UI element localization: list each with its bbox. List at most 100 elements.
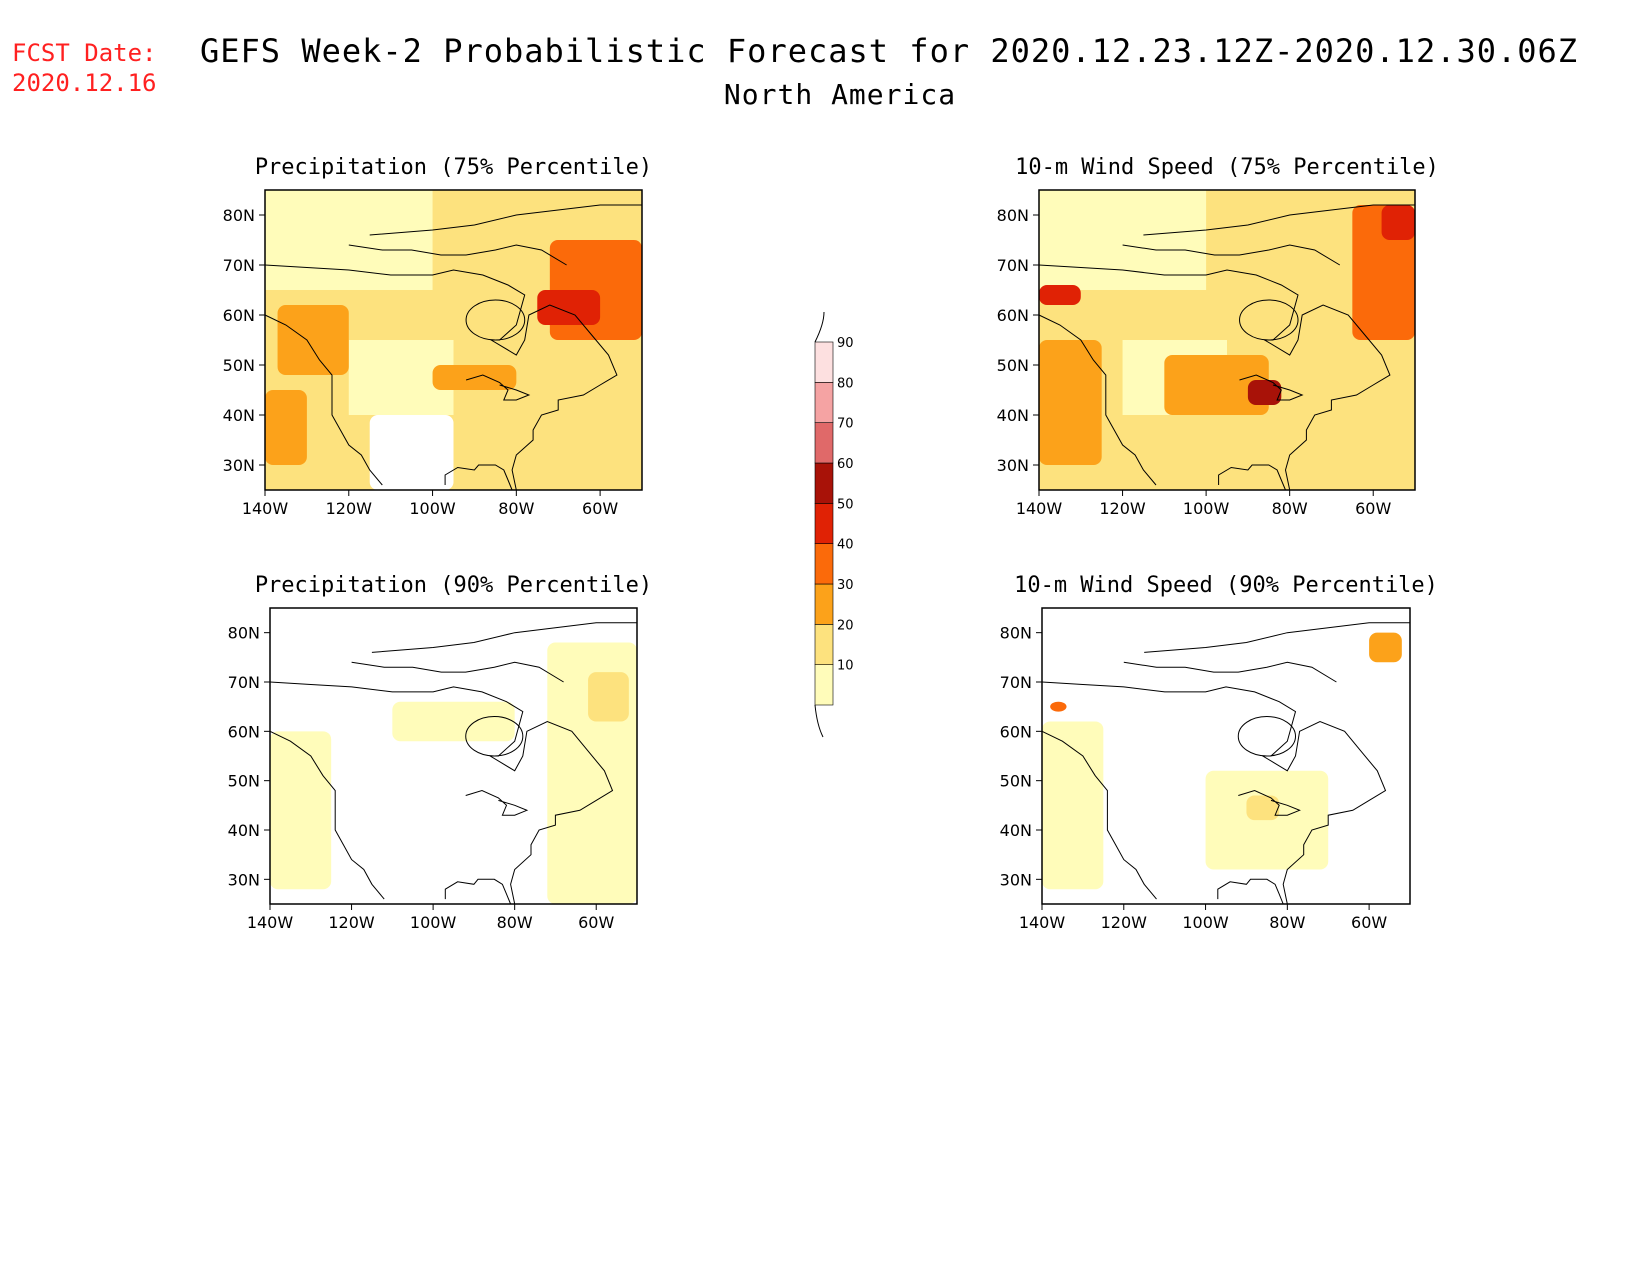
probability-region (265, 390, 307, 465)
map-panel: 80N 70N 60N 50N 40N 30N 140W 120W 100W 80W 60W 10-m… (997, 155, 1439, 518)
panel-title: Precipitation (75% Percentile) (255, 155, 652, 180)
colorbar-swatch (814, 664, 834, 706)
lon-tick-label: 140W (1019, 913, 1066, 932)
coastline (369, 204, 642, 236)
coastline (1041, 681, 1387, 905)
fcst-date-value: 2020.12.16 (12, 69, 157, 97)
coastline (1143, 204, 1415, 236)
coastline (1122, 244, 1341, 266)
lat-tick-label: 50N (997, 356, 1029, 375)
lon-tick-label: 100W (1182, 913, 1229, 932)
lat-tick-label: 40N (1000, 821, 1032, 840)
lon-tick-label: 100W (410, 913, 457, 932)
probability-region (1246, 795, 1280, 821)
colorbar-swatch (814, 462, 834, 504)
colorbar-swatch (814, 583, 834, 625)
forecast-date-label: FCST Date: 2020.12.16 (12, 38, 157, 98)
probability-region (1381, 205, 1415, 240)
panel-title: 10-m Wind Speed (90% Percentile) (1014, 573, 1438, 598)
probability-region (1164, 355, 1269, 415)
lat-tick-label: 70N (997, 256, 1029, 275)
colorbar-label: 90 (837, 336, 854, 351)
lat-tick-label: 70N (223, 256, 255, 275)
probability-region (588, 672, 629, 722)
colorbar-swatch (814, 503, 834, 544)
lat-tick-label: 30N (997, 456, 1029, 475)
panel-title: 10-m Wind Speed (75% Percentile) (1015, 155, 1439, 180)
lat-tick-label: 80N (223, 206, 255, 225)
colorbar-label: 20 (837, 618, 854, 633)
lon-tick-label: 140W (242, 499, 289, 518)
probability-region (1369, 632, 1402, 663)
probability-region (1042, 721, 1104, 890)
coastline (269, 730, 385, 900)
coastline (1217, 878, 1284, 905)
page-title: GEFS Week-2 Probabilistic Forecast for 2… (200, 32, 1579, 70)
lon-tick-label: 140W (1016, 499, 1063, 518)
lat-tick-label: 30N (223, 456, 255, 475)
lon-tick-label: 80W (498, 499, 534, 518)
lon-tick-label: 120W (328, 913, 375, 932)
colorbar-swatch (814, 422, 834, 464)
colorbar-swatch (814, 341, 834, 383)
colorbar-label: 80 (837, 376, 854, 391)
coastline (465, 374, 531, 401)
lat-tick-label: 30N (1000, 870, 1032, 889)
coastline (1041, 730, 1157, 900)
lon-tick-label: 120W (1099, 499, 1146, 518)
lon-tick-label: 80W (1269, 913, 1305, 932)
colorbar-swatch (814, 382, 834, 423)
lon-tick-label: 80W (1272, 499, 1308, 518)
coastline (1123, 661, 1337, 683)
region-subtitle: North America (723, 78, 957, 111)
probability-region (1247, 380, 1282, 405)
lat-tick-label: 60N (997, 306, 1029, 325)
probability-region (270, 731, 332, 890)
fcst-date-caption: FCST Date: (12, 39, 157, 67)
panel-title: Precipitation (90% Percentile) (255, 573, 652, 598)
coastline (1218, 464, 1286, 491)
lat-tick-label: 40N (997, 406, 1029, 425)
lat-tick-label: 40N (223, 406, 255, 425)
probability-region (369, 415, 454, 490)
coastline (371, 622, 637, 653)
coastline (1038, 314, 1157, 486)
probability-region (277, 305, 349, 375)
hudson-bay-outline (1239, 299, 1299, 341)
coastline (444, 464, 513, 491)
colorbar-label: 50 (837, 497, 854, 512)
map-frame (1041, 607, 1411, 905)
lat-tick-label: 80N (228, 624, 260, 643)
lat-tick-label: 80N (997, 206, 1029, 225)
colorbar-top-cap (814, 311, 825, 343)
probability-region (537, 290, 601, 325)
lon-tick-label: 140W (247, 913, 294, 932)
lat-tick-label: 80N (1000, 624, 1032, 643)
map-band (265, 190, 433, 290)
lat-tick-label: 60N (223, 306, 255, 325)
hudson-bay-outline (465, 299, 526, 341)
lon-tick-label: 60W (1351, 913, 1387, 932)
probability-region (1039, 285, 1081, 305)
colorbar-label: 70 (837, 417, 854, 432)
coastline (264, 314, 383, 486)
lon-tick-label: 100W (1183, 499, 1230, 518)
map-frame (1038, 189, 1416, 491)
lon-tick-label: 80W (497, 913, 533, 932)
lon-tick-label: 100W (409, 499, 456, 518)
colorbar-bottom-cap (814, 704, 824, 738)
colorbar: 10 20 30 40 50 60 70 80 90 (814, 311, 854, 738)
map-panel: 80N 70N 60N 50N 40N 30N 140W 120W 100W 80W 60W Prec… (228, 573, 653, 932)
lon-tick-label: 60W (1355, 499, 1391, 518)
colorbar-label: 60 (837, 457, 854, 472)
map-frame (264, 189, 643, 491)
lat-tick-label: 50N (1000, 772, 1032, 791)
coastline (1239, 374, 1304, 401)
probability-region (392, 701, 515, 742)
probability-region (1050, 701, 1067, 712)
lat-tick-label: 40N (228, 821, 260, 840)
map-panel: 80N 70N 60N 50N 40N 30N 140W 120W 100W 80W 60W Prec… (223, 155, 653, 518)
coastline (264, 264, 618, 491)
lon-tick-label: 120W (326, 499, 373, 518)
